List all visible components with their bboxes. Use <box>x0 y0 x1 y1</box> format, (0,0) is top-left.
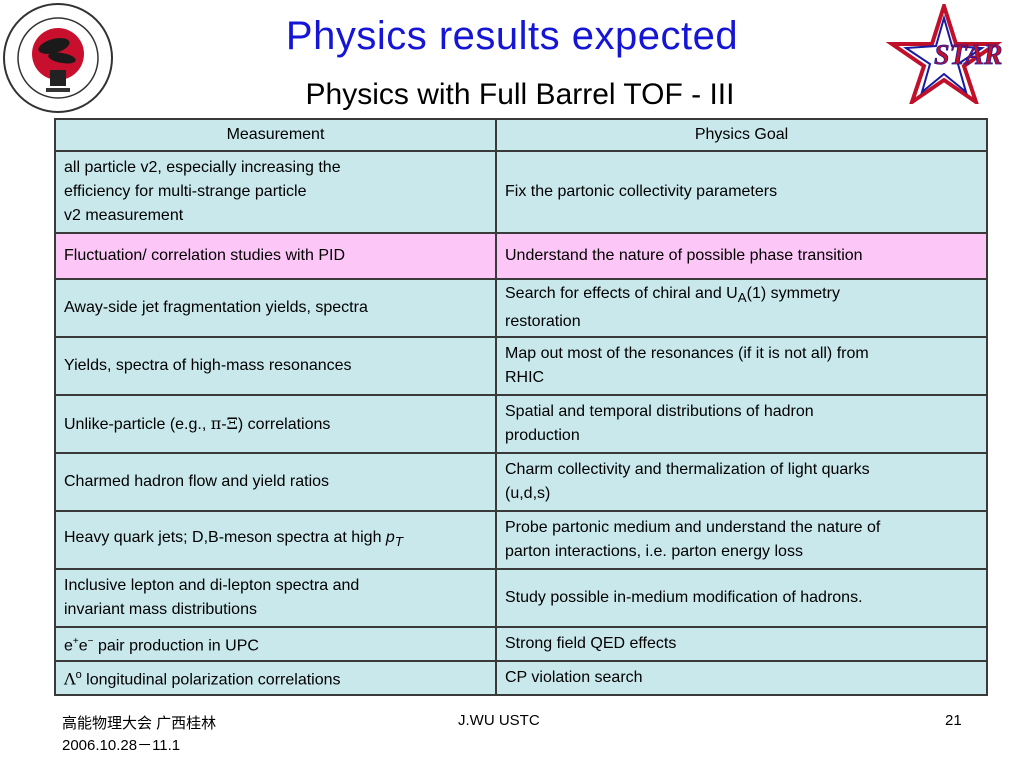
header-measurement: Measurement <box>54 118 497 152</box>
goal-cell: Search for effects of chiral and UA(1) s… <box>495 278 988 338</box>
cell-superscript: o <box>75 669 82 682</box>
footer-venue: 高能物理大会 广西桂林 <box>62 715 217 732</box>
cell-line: (u,d,s) <box>505 485 551 502</box>
physics-table-bottom: Charmed hadron flow and yield ratios Cha… <box>54 452 988 696</box>
slide-subtitle: Physics with Full Barrel TOF - III <box>305 78 735 111</box>
measurement-cell: Fluctuation/ correlation studies with PI… <box>54 232 497 280</box>
cell-line: Charm collectivity and thermalization of… <box>505 461 870 478</box>
table-header-row: Measurement Physics Goal <box>54 118 988 152</box>
cell-text: (1) symmetry <box>746 284 840 302</box>
cell-line: RHIC <box>505 369 545 386</box>
physics-table-top: Measurement Physics Goal all particle v2… <box>54 118 988 454</box>
goal-cell: Fix the partonic collectivity parameters <box>495 150 988 234</box>
measurement-cell: e+e− pair production in UPC <box>54 626 497 662</box>
table-row: Λo longitudinal polarization correlation… <box>54 660 988 696</box>
university-logo-icon <box>3 3 113 113</box>
table-row: Unlike-particle (e.g., π-Ξ) correlations… <box>54 394 988 454</box>
cell-line: invariant mass distributions <box>64 601 257 618</box>
goal-cell: Study possible in-medium modification of… <box>495 568 988 628</box>
measurement-cell: Λo longitudinal polarization correlation… <box>54 660 497 696</box>
cell-line: Inclusive lepton and di-lepton spectra a… <box>64 577 360 594</box>
cell-line: restoration <box>505 313 581 331</box>
goal-cell: Spatial and temporal distributions of ha… <box>495 394 988 454</box>
footer-page-number: 21 <box>945 712 962 729</box>
footer-author: J.WU USTC <box>458 712 540 729</box>
cell-line: Probe partonic medium and understand the… <box>505 519 881 536</box>
cell-superscript: − <box>87 635 94 647</box>
cell-line: parton interactions, i.e. parton energy … <box>505 543 803 560</box>
table-row: Away-side jet fragmentation yields, spec… <box>54 278 988 338</box>
table-row: Charmed hadron flow and yield ratios Cha… <box>54 452 988 512</box>
cell-line: all particle v2, especially increasing t… <box>64 159 341 176</box>
cell-text: pair production in UPC <box>93 637 259 655</box>
cell-text: ) correlations <box>237 415 331 433</box>
cell-subscript: T <box>394 534 403 550</box>
cell-text: Heavy quark jets; D,B-meson spectra at h… <box>64 528 386 546</box>
goal-cell: Probe partonic medium and understand the… <box>495 510 988 570</box>
footer-date: 2006.10.28－11.1 <box>62 737 181 754</box>
measurement-cell: Charmed hadron flow and yield ratios <box>54 452 497 512</box>
cell-line: v2 measurement <box>64 207 184 224</box>
goal-cell: CP violation search <box>495 660 988 696</box>
cell-line: production <box>505 427 580 444</box>
table-row-highlighted: Fluctuation/ correlation studies with PI… <box>54 232 988 280</box>
table-row: all particle v2, especially increasing t… <box>54 150 988 234</box>
measurement-cell: Yields, spectra of high-mass resonances <box>54 336 497 396</box>
measurement-cell: Inclusive lepton and di-lepton spectra a… <box>54 568 497 628</box>
cell-subscript: A <box>737 290 747 306</box>
cell-symbol: Λ <box>64 669 76 689</box>
goal-cell: Strong field QED effects <box>495 626 988 662</box>
table-row: Yields, spectra of high-mass resonances … <box>54 336 988 396</box>
goal-cell: Map out most of the resonances (if it is… <box>495 336 988 396</box>
star-logo-icon: STAR <box>885 4 1003 104</box>
cell-text: longitudinal polarization correlations <box>81 671 341 689</box>
cell-line: Spatial and temporal distributions of ha… <box>505 403 814 420</box>
goal-cell: Understand the nature of possible phase … <box>495 232 988 280</box>
cell-superscript: + <box>72 635 79 647</box>
star-logo-text: STAR <box>934 40 1002 71</box>
cell-text: e <box>78 637 88 655</box>
cell-symbol: π-Ξ <box>210 413 238 433</box>
header-physics-goal: Physics Goal <box>495 118 988 152</box>
table-row: Inclusive lepton and di-lepton spectra a… <box>54 568 988 628</box>
table-row: Heavy quark jets; D,B-meson spectra at h… <box>54 510 988 570</box>
measurement-cell: all particle v2, especially increasing t… <box>54 150 497 234</box>
goal-cell: Charm collectivity and thermalization of… <box>495 452 988 512</box>
cell-text: Search for effects of chiral and U <box>505 284 738 302</box>
slide-title: Physics results expected <box>285 14 739 58</box>
measurement-cell: Heavy quark jets; D,B-meson spectra at h… <box>54 510 497 570</box>
cell-text: e <box>64 637 73 655</box>
table-row: e+e− pair production in UPC Strong field… <box>54 626 988 662</box>
cell-line: efficiency for multi-strange particle <box>64 183 307 200</box>
cell-italic: p <box>385 528 395 546</box>
cell-text: Unlike-particle (e.g., <box>64 415 211 433</box>
measurement-cell: Away-side jet fragmentation yields, spec… <box>54 278 497 338</box>
measurement-cell: Unlike-particle (e.g., π-Ξ) correlations <box>54 394 497 454</box>
cell-line: Map out most of the resonances (if it is… <box>505 345 869 362</box>
